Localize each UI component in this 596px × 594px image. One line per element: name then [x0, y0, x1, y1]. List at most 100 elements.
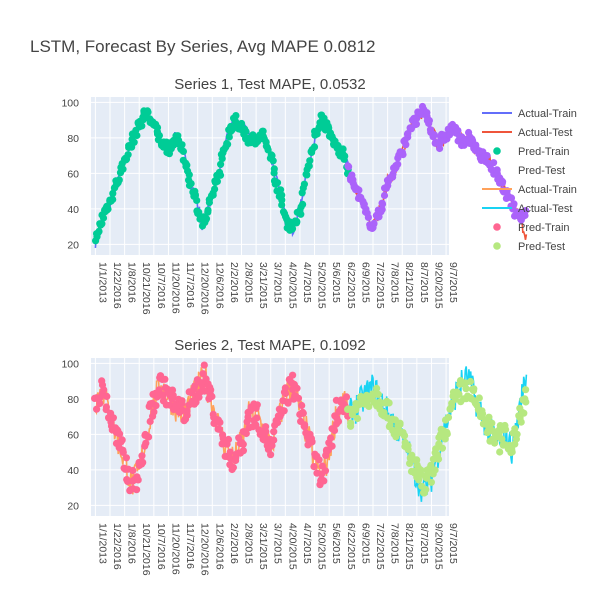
data-point	[424, 470, 432, 478]
data-point	[178, 397, 186, 405]
data-point	[438, 444, 446, 452]
data-point	[353, 414, 362, 423]
data-point	[155, 131, 163, 140]
data-point	[122, 454, 130, 462]
x-tick-label: 11/7/2016	[184, 523, 196, 569]
data-point	[130, 138, 138, 146]
x-tick-label: 2/8/2015	[243, 523, 255, 564]
data-point	[238, 119, 246, 128]
data-point	[211, 185, 219, 193]
data-point	[267, 451, 275, 459]
legend-swatch-marker	[493, 223, 501, 231]
data-point	[412, 120, 420, 128]
x-tick-label: 8/21/2015	[403, 523, 415, 570]
data-point	[365, 402, 373, 410]
data-point	[216, 418, 224, 426]
data-point	[119, 165, 127, 173]
x-tick-label: 5/6/2015	[330, 523, 342, 564]
data-point	[478, 410, 487, 418]
series-pred-train-2	[91, 361, 352, 495]
data-point	[268, 441, 276, 450]
data-point	[430, 131, 439, 139]
data-point	[274, 419, 282, 427]
data-point	[207, 386, 215, 394]
data-point	[385, 399, 393, 407]
x-tick-label: 2/2/2016	[228, 262, 240, 303]
y-tick-label: 40	[67, 465, 79, 477]
data-point	[334, 417, 343, 425]
data-point	[133, 486, 141, 494]
data-point	[278, 201, 286, 209]
data-point	[115, 176, 123, 184]
legend: Actual-Train Actual-Test Pred-Train Pred-Te…	[482, 108, 577, 253]
data-point	[341, 152, 349, 160]
x-tick-label: 8/21/2015	[403, 262, 415, 309]
data-point	[399, 151, 407, 159]
data-point	[294, 394, 303, 402]
data-point	[98, 220, 106, 228]
legend-label: Actual-Train	[518, 184, 577, 196]
x-tick-label: 5/6/2015	[330, 262, 342, 303]
data-point	[339, 145, 347, 153]
y-tick-label: 100	[61, 97, 79, 109]
x-tick-label: 10/7/2016	[155, 262, 167, 309]
data-point	[215, 425, 223, 433]
data-point	[185, 171, 193, 179]
data-point	[293, 384, 301, 392]
data-point	[95, 227, 103, 235]
data-point	[305, 162, 313, 170]
data-point	[289, 371, 297, 379]
data-point	[342, 393, 351, 401]
legend-label: Pred-Test	[518, 241, 565, 253]
data-point	[507, 194, 516, 202]
data-point	[380, 409, 388, 417]
data-point	[522, 207, 530, 215]
legend-item: Actual-Train	[482, 184, 577, 196]
x-tick-label: 7/8/2015	[389, 262, 401, 303]
data-point	[195, 393, 203, 401]
data-point	[273, 179, 282, 187]
data-point	[299, 409, 307, 417]
x-tick-label: 4/7/2015	[301, 523, 313, 564]
data-point	[485, 413, 493, 421]
data-point	[488, 419, 496, 427]
x-tick-label: 3/21/2015	[257, 523, 269, 570]
data-point	[93, 405, 101, 413]
x-tick-label: 11/7/2016	[184, 262, 196, 308]
data-point	[109, 189, 117, 197]
data-point	[288, 225, 297, 233]
data-point	[364, 213, 372, 221]
data-point	[208, 392, 216, 401]
data-point	[253, 401, 261, 409]
x-tick-label: 1/22/2016	[111, 523, 123, 570]
x-tick-label: 4/7/2015	[301, 262, 313, 303]
x-tick-label: 2/2/2016	[228, 523, 240, 564]
data-point	[511, 425, 519, 433]
data-point	[328, 442, 336, 450]
x-tick-label: 6/9/2015	[359, 262, 371, 303]
data-point	[448, 402, 456, 410]
data-point	[109, 195, 117, 204]
data-point	[490, 159, 498, 167]
data-point	[229, 463, 237, 472]
x-tick-label: 10/21/2016	[140, 262, 152, 315]
legend-item: Actual-Test	[482, 127, 572, 139]
data-point	[400, 432, 409, 440]
x-tick-label: 3/7/2015	[272, 262, 284, 303]
data-point	[327, 434, 335, 442]
data-point	[150, 408, 158, 416]
data-point	[380, 191, 389, 200]
data-point	[347, 419, 355, 427]
data-point	[270, 436, 278, 444]
legend-item: Pred-Test	[493, 241, 565, 253]
legend-swatch-marker	[493, 242, 501, 250]
x-tick-label: 5/20/2015	[316, 523, 328, 570]
data-point	[508, 448, 516, 456]
data-point	[378, 200, 387, 208]
data-point	[191, 382, 199, 390]
data-point	[513, 430, 521, 438]
x-tick-label: 11/20/2016	[169, 523, 181, 575]
data-point	[389, 173, 397, 181]
